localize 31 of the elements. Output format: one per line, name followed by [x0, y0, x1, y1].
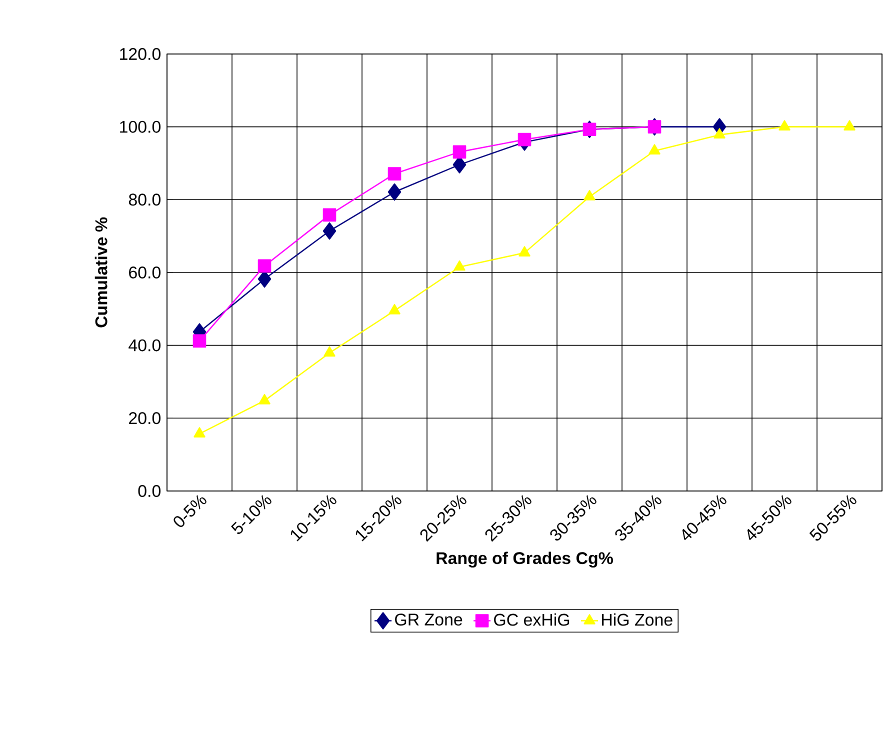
point — [322, 208, 336, 222]
point — [714, 128, 726, 138]
point — [844, 120, 856, 130]
point — [192, 334, 206, 348]
y-tick-label: 80.0 — [128, 194, 161, 206]
legend-label: GR Zone — [395, 614, 462, 626]
x-axis-title: Range of Grades Cg% — [436, 552, 613, 568]
point — [258, 259, 272, 273]
point — [518, 132, 532, 146]
y-tick-label: 120.0 — [120, 48, 161, 60]
point — [324, 346, 336, 357]
point — [518, 246, 530, 256]
point — [388, 183, 402, 201]
point — [322, 222, 336, 240]
point — [194, 427, 206, 438]
point — [258, 394, 270, 404]
legend-label: HiG Zone — [602, 613, 672, 626]
point — [454, 260, 466, 271]
point — [778, 120, 790, 130]
y-tick-label: 40.0 — [128, 339, 161, 352]
point — [648, 144, 660, 154]
y-tick-label: 0.0 — [138, 484, 161, 497]
point — [388, 167, 402, 180]
y-tick-label: 20.0 — [129, 412, 161, 424]
point — [388, 304, 400, 314]
legend-label: GC exHiG — [494, 613, 570, 626]
y-tick-label: 100.0 — [120, 120, 161, 133]
y-axis-title: Cumulative % — [94, 217, 108, 328]
y-tick-label: 60.0 — [129, 266, 161, 278]
point — [452, 145, 466, 159]
point — [584, 190, 596, 200]
